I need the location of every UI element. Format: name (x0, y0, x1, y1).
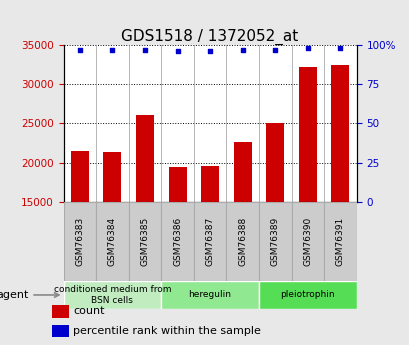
Text: conditioned medium from
BSN cells: conditioned medium from BSN cells (54, 285, 171, 305)
Bar (52, 325, 69, 337)
Text: GSM76391: GSM76391 (335, 217, 344, 266)
Text: GSM76390: GSM76390 (303, 217, 312, 266)
Bar (258, 202, 291, 281)
Text: pleiotrophin: pleiotrophin (280, 290, 334, 299)
Point (174, 48, 180, 54)
Bar (96, 202, 128, 281)
Bar (63, 281, 161, 309)
Text: GSM76384: GSM76384 (108, 217, 117, 266)
Bar (226, 202, 258, 281)
Title: GDS1518 / 1372052_at: GDS1518 / 1372052_at (121, 29, 298, 45)
Text: heregulin: heregulin (188, 290, 231, 299)
Bar (71, 151, 89, 202)
Point (76, 47, 83, 52)
Bar (168, 167, 186, 202)
Bar (201, 166, 218, 202)
Bar (63, 202, 96, 281)
Bar (103, 152, 121, 202)
Text: GSM76387: GSM76387 (205, 217, 214, 266)
Bar (193, 202, 226, 281)
Bar (266, 122, 283, 202)
Bar (324, 202, 356, 281)
Bar (128, 202, 161, 281)
Bar (52, 305, 69, 317)
Text: GSM76388: GSM76388 (238, 217, 247, 266)
Text: count: count (73, 306, 104, 316)
Text: GSM76386: GSM76386 (173, 217, 182, 266)
Bar (136, 116, 153, 202)
Point (271, 47, 278, 52)
Bar (161, 202, 193, 281)
Bar (258, 281, 356, 309)
Text: agent: agent (0, 290, 59, 300)
Point (142, 47, 148, 52)
Point (304, 45, 310, 51)
Text: GSM76383: GSM76383 (75, 217, 84, 266)
Bar (291, 202, 324, 281)
Bar (161, 281, 258, 309)
Text: GSM76385: GSM76385 (140, 217, 149, 266)
Point (206, 48, 213, 54)
Bar (233, 142, 251, 202)
Point (336, 45, 343, 51)
Text: percentile rank within the sample: percentile rank within the sample (73, 326, 261, 336)
Text: GSM76389: GSM76389 (270, 217, 279, 266)
Point (239, 47, 245, 52)
Bar (298, 67, 316, 202)
Point (109, 47, 115, 52)
Bar (330, 65, 348, 202)
